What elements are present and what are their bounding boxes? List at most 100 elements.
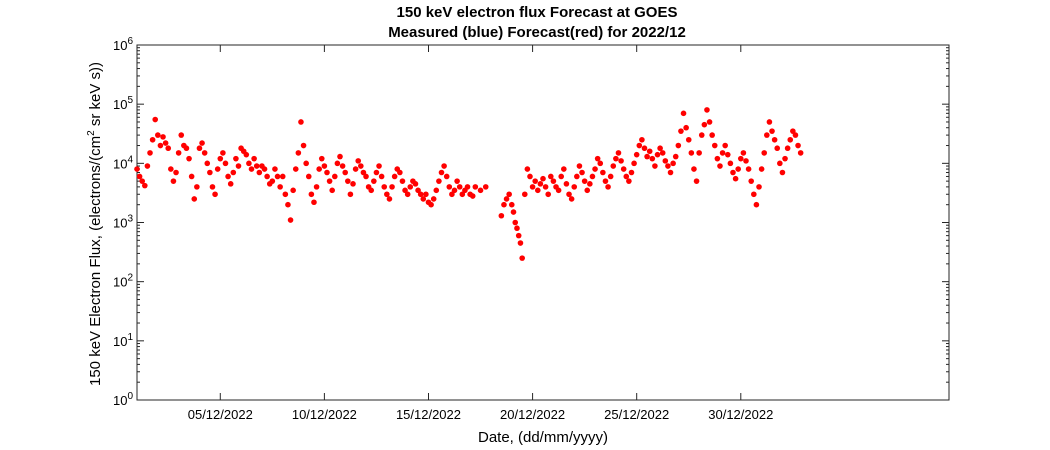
data-point bbox=[626, 178, 632, 184]
data-point bbox=[724, 151, 731, 158]
data-point bbox=[561, 166, 567, 172]
data-point bbox=[667, 169, 674, 176]
data-point bbox=[555, 187, 562, 194]
data-point bbox=[360, 169, 367, 176]
data-point bbox=[597, 160, 604, 167]
data-point bbox=[214, 166, 221, 172]
data-point bbox=[436, 178, 442, 184]
data-point bbox=[464, 184, 471, 190]
chart-title: 150 keV electron flux Forecast at GOES bbox=[397, 4, 678, 21]
data-point bbox=[537, 181, 544, 187]
data-point bbox=[717, 163, 723, 169]
data-point bbox=[693, 178, 700, 184]
data-point bbox=[423, 191, 429, 198]
data-point bbox=[730, 169, 736, 176]
data-point bbox=[134, 166, 140, 172]
data-point bbox=[449, 191, 455, 198]
data-point bbox=[295, 150, 302, 156]
y-axis-label: 150 keV Electron Flux, (electrons/(cm2 s… bbox=[86, 62, 104, 386]
y-tick-label: 106 bbox=[113, 36, 133, 53]
data-point bbox=[253, 163, 260, 169]
data-point bbox=[652, 163, 658, 169]
data-point bbox=[248, 166, 255, 172]
data-point bbox=[581, 178, 588, 184]
data-point bbox=[279, 173, 286, 180]
y-tick-label: 103 bbox=[113, 214, 133, 231]
data-point bbox=[285, 201, 291, 208]
data-point bbox=[321, 163, 328, 169]
data-point bbox=[515, 232, 522, 239]
data-point bbox=[579, 169, 585, 176]
data-point bbox=[482, 184, 489, 190]
data-point bbox=[636, 142, 643, 149]
data-point bbox=[313, 184, 320, 190]
data-point bbox=[641, 145, 648, 152]
data-point bbox=[527, 173, 533, 180]
data-point bbox=[727, 160, 734, 167]
data-point bbox=[510, 209, 517, 215]
data-point bbox=[233, 155, 239, 162]
data-point bbox=[644, 153, 650, 160]
data-point bbox=[152, 116, 159, 123]
data-point bbox=[443, 173, 450, 180]
data-point bbox=[501, 201, 507, 208]
data-point bbox=[404, 191, 411, 198]
data-point bbox=[337, 153, 343, 160]
y-tick-label: 105 bbox=[113, 95, 133, 112]
data-point bbox=[524, 166, 531, 172]
data-point bbox=[389, 184, 395, 190]
data-point bbox=[399, 178, 406, 184]
data-point bbox=[711, 142, 718, 149]
data-point bbox=[790, 128, 796, 134]
data-point bbox=[685, 136, 692, 143]
data-point bbox=[212, 191, 218, 198]
data-point bbox=[680, 110, 687, 117]
data-point bbox=[446, 184, 453, 190]
data-point bbox=[305, 173, 312, 180]
x-axis-label: Date, (dd/mm/yyyy) bbox=[478, 429, 608, 446]
data-point bbox=[659, 150, 666, 156]
data-point bbox=[251, 155, 257, 162]
data-point bbox=[209, 184, 216, 190]
x-tick-label: 25/12/2022 bbox=[604, 407, 669, 422]
data-point bbox=[142, 182, 148, 189]
data-point bbox=[391, 173, 398, 180]
data-point bbox=[428, 201, 434, 208]
data-point bbox=[194, 184, 200, 190]
data-point bbox=[149, 136, 156, 143]
data-point bbox=[512, 219, 519, 226]
data-point bbox=[706, 119, 713, 125]
data-point bbox=[646, 148, 653, 155]
data-point bbox=[766, 119, 773, 125]
data-point bbox=[740, 150, 747, 156]
data-point bbox=[324, 169, 330, 176]
data-point bbox=[196, 145, 203, 152]
y-axis-label-tail: sr keV s)) bbox=[87, 62, 104, 130]
data-point bbox=[633, 151, 640, 158]
data-point bbox=[584, 187, 591, 194]
data-point bbox=[587, 181, 593, 187]
data-point bbox=[165, 145, 172, 152]
data-point bbox=[217, 155, 224, 162]
data-point bbox=[147, 150, 153, 156]
data-point bbox=[363, 173, 369, 180]
data-point bbox=[397, 169, 403, 176]
data-point bbox=[178, 132, 185, 138]
x-tick-label: 10/12/2022 bbox=[292, 407, 357, 422]
data-point bbox=[777, 160, 783, 167]
data-point bbox=[339, 163, 346, 169]
data-point bbox=[735, 166, 741, 172]
data-point bbox=[623, 173, 630, 180]
data-point bbox=[722, 142, 728, 149]
data-point bbox=[542, 184, 549, 190]
data-point bbox=[540, 175, 546, 182]
chart-subtitle: Measured (blue) Forecast(red) for 2022/1… bbox=[388, 24, 686, 41]
data-point bbox=[620, 166, 627, 172]
data-point bbox=[358, 163, 364, 169]
data-point bbox=[191, 196, 198, 202]
data-point bbox=[433, 187, 440, 194]
data-point bbox=[517, 240, 524, 246]
data-point bbox=[639, 136, 645, 143]
data-point bbox=[631, 160, 637, 167]
data-point bbox=[758, 166, 765, 172]
